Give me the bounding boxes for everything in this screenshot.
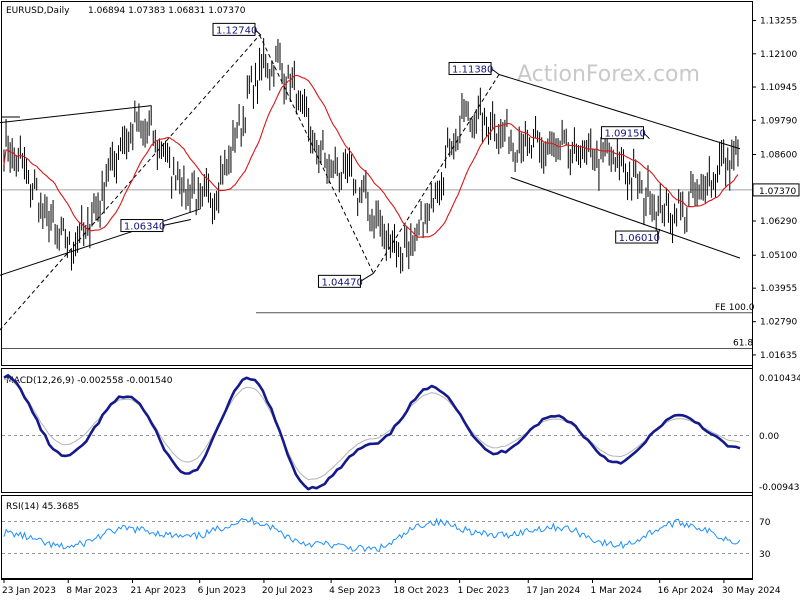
time-axis-ticks: 23 Jan 2023 8 Mar 2023 21 Apr 2023 6 Jun 20… — [2, 579, 781, 596]
rsi-tick-30: 30 — [759, 550, 771, 560]
callout-label: 1.12740 — [216, 25, 257, 36]
price-callout: 1.09150 — [600, 126, 650, 140]
rsi-pane-border — [1, 495, 753, 579]
moving-average-line — [3, 74, 739, 238]
price-tick-label: 1.08600 — [760, 151, 797, 161]
symbol-label: EURUSD,Daily — [6, 6, 70, 16]
macd-signal-line — [3, 378, 741, 481]
lower-trend-line — [0, 208, 200, 276]
price-callout: 1.06340 — [120, 219, 192, 233]
time-tick-label: 8 Mar 2023 — [66, 586, 117, 596]
macd-pane-border — [1, 368, 753, 493]
time-tick-label: 18 Oct 2023 — [393, 586, 449, 596]
channel-lower-line — [510, 177, 741, 259]
current-price-tag: 1.07370 — [752, 183, 800, 197]
price-tick-label: 1.13255 — [760, 17, 797, 27]
callout-label: 1.04470 — [321, 277, 362, 288]
time-tick-label: 4 Sep 2023 — [329, 586, 380, 596]
fib-61-8-label: 61.8 — [733, 338, 753, 348]
price-tick-label: 1.06290 — [760, 217, 797, 227]
rsi-line — [3, 516, 741, 553]
ohlc-readout: 1.06894 1.07383 1.06831 1.07370 — [88, 6, 246, 16]
callout-label: 1.06010 — [619, 233, 660, 244]
time-tick-label: 21 Apr 2023 — [131, 586, 187, 596]
time-tick-label: 30 May 2024 — [722, 586, 781, 596]
macd-line — [3, 374, 741, 491]
price-tick-label: 1.05100 — [760, 251, 797, 261]
callout-label: 1.11380 — [452, 65, 493, 76]
decline-projection-line — [259, 34, 374, 274]
rsi-tick-70: 70 — [759, 518, 771, 528]
price-bars — [3, 38, 739, 274]
price-tick-label: 1.09790 — [760, 116, 797, 126]
price-tick-label: 1.12100 — [760, 50, 797, 60]
price-callouts: 1.12740 1.06340 1.04470 1.11380 1.09150 1.060… — [120, 22, 661, 288]
fe-100-label: FE 100.0 — [715, 303, 755, 313]
price-tick-label: 1.02790 — [760, 318, 797, 328]
macd-tick-zero: 0.00 — [759, 432, 779, 442]
price-callout: 1.12740 — [212, 22, 262, 36]
watermark: ActionForex.com — [517, 62, 700, 87]
price-axis-ticks: 1.13255 1.12100 1.10945 1.09790 1.08600 1.062… — [2, 17, 797, 361]
time-tick-label: 17 Jan 2024 — [526, 586, 580, 596]
trend-lines — [0, 34, 752, 349]
current-price-text: 1.07370 — [759, 187, 796, 197]
time-tick-label: 16 Apr 2024 — [658, 586, 714, 596]
price-callout: 1.06010 — [615, 228, 661, 244]
callout-label: 1.06340 — [124, 222, 165, 233]
callout-label: 1.09150 — [604, 129, 645, 140]
time-tick-label: 1 Dec 2023 — [458, 586, 510, 596]
price-tick-label: 1.10945 — [760, 83, 797, 93]
time-tick-label: 1 Mar 2024 — [591, 586, 643, 596]
macd-tick-top: 0.010434 — [759, 374, 800, 384]
channel-upper-line — [498, 74, 741, 150]
macd-tick-bottom: -0.009436 — [759, 483, 800, 493]
time-tick-label: 6 Jun 2023 — [198, 586, 246, 596]
macd-title: MACD(12,26,9) -0.002558 -0.001540 — [6, 376, 173, 386]
rally-projection-line — [0, 34, 260, 331]
price-callout: 1.04470 — [317, 272, 374, 288]
price-tick-label: 1.03955 — [760, 284, 797, 294]
time-tick-label: 23 Jan 2023 — [2, 586, 56, 596]
upper-trend-line — [0, 105, 152, 124]
time-tick-label: 20 Jul 2023 — [262, 586, 313, 596]
rsi-title: RSI(14) 45.3685 — [6, 502, 79, 512]
price-callout: 1.11380 — [448, 62, 500, 76]
price-tick-label: 1.01635 — [760, 351, 797, 361]
